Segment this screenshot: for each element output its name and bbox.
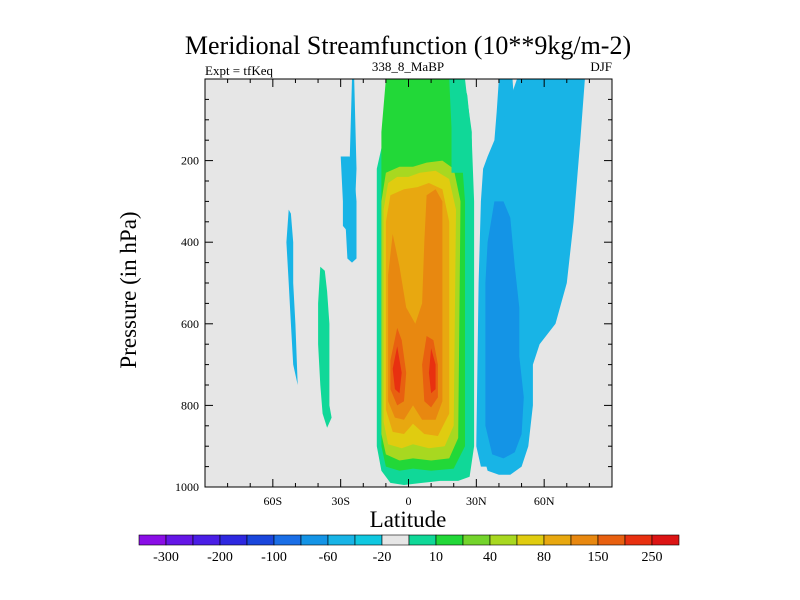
colorbar-label: -300 [153, 550, 179, 565]
chart-title: Meridional Streamfunction (10**9kg/m-2) [185, 31, 631, 60]
colorbar-swatch [300, 534, 329, 546]
contour-region-10 [449, 79, 472, 173]
colorbar-label: 40 [483, 550, 497, 565]
y-axis-label: Pressure (in hPa) [116, 211, 141, 368]
contour-region--20 [340, 156, 357, 263]
colorbar: -300 -200 -100 -60 -20 10 40 80 150 250 [138, 534, 680, 565]
colorbar-swatch [543, 534, 572, 546]
colorbar-swatch [462, 534, 491, 546]
contour-region-250 [428, 348, 436, 394]
right-subtitle: DJF [590, 59, 612, 74]
contour-region-250 [392, 346, 402, 394]
colorbar-swatch [570, 534, 599, 546]
axis-ticks: 60S 30S 0 30N 60N 200 400 600 800 1000 [175, 79, 612, 508]
colorbar-label: 10 [429, 550, 443, 565]
colorbar-swatch [246, 534, 275, 546]
contour-region--60 [485, 201, 524, 459]
x-tick-label: 0 [406, 494, 412, 508]
plot-area: 60S 30S 0 30N 60N 200 400 600 800 1000 [175, 78, 613, 508]
colorbar-label: -200 [207, 550, 233, 565]
colorbar-label: -60 [319, 550, 338, 565]
colorbar-label: -100 [261, 550, 287, 565]
colorbar-swatch [381, 534, 410, 546]
colorbar-swatch [165, 534, 194, 546]
y-tick-label: 800 [181, 398, 199, 412]
colorbar-swatch [408, 534, 437, 546]
x-axis-label: Latitude [370, 507, 447, 532]
x-tick-label: 60S [263, 494, 282, 508]
contour-regions [286, 79, 585, 485]
y-tick-label: 400 [181, 235, 199, 249]
colorbar-swatch [624, 534, 653, 546]
colorbar-label: 80 [537, 550, 551, 565]
contour-region-10 [318, 266, 332, 428]
colorbar-swatch [597, 534, 626, 546]
y-tick-label: 1000 [175, 480, 199, 494]
x-tick-label: 30N [466, 494, 487, 508]
colorbar-swatch [435, 534, 464, 546]
colorbar-swatch [219, 534, 248, 546]
center-subtitle: 338_8_MaBP [372, 59, 444, 74]
colorbar-label: -20 [373, 550, 392, 565]
left-subtitle: Expt = tfKeq [205, 63, 273, 78]
x-tick-label: 60N [534, 494, 555, 508]
y-tick-label: 600 [181, 317, 199, 331]
colorbar-swatch [273, 534, 302, 546]
colorbar-swatch [138, 534, 167, 546]
colorbar-swatch [516, 534, 545, 546]
colorbar-label: 150 [588, 550, 609, 565]
colorbar-swatch [354, 534, 383, 546]
colorbar-swatch [489, 534, 518, 546]
colorbar-swatch [651, 534, 680, 546]
colorbar-swatch [327, 534, 356, 546]
colorbar-label: 250 [642, 550, 663, 565]
x-tick-label: 30S [331, 494, 350, 508]
contour-region--20 [286, 209, 298, 385]
y-tick-label: 200 [181, 154, 199, 168]
colorbar-swatch [192, 534, 221, 546]
